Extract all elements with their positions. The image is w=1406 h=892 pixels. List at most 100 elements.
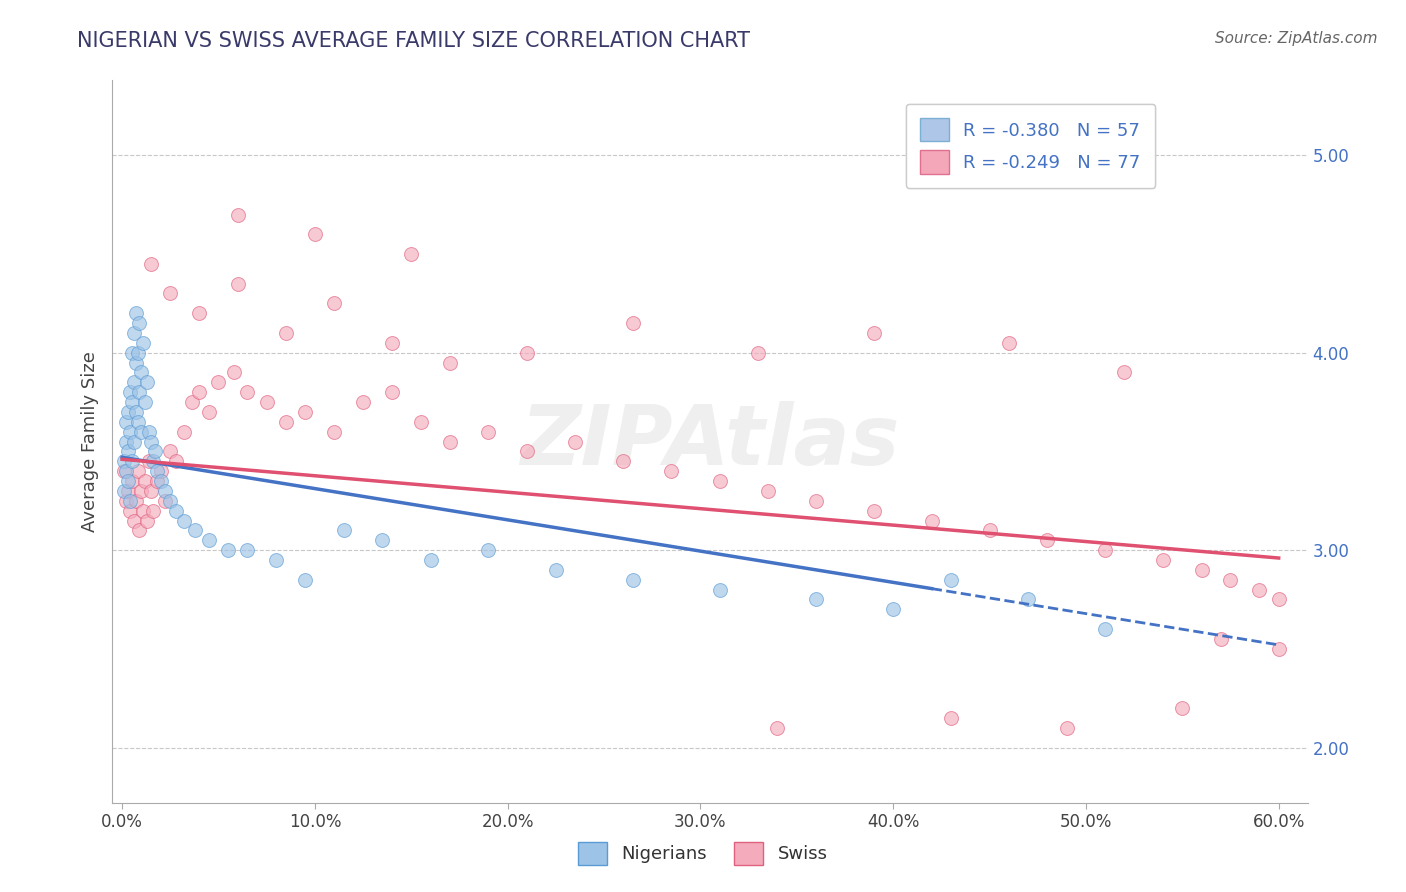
Point xyxy=(138,425,160,439)
Point xyxy=(274,326,297,340)
Point xyxy=(1036,533,1059,548)
Point xyxy=(863,503,886,517)
Point xyxy=(564,434,586,449)
Point xyxy=(159,493,181,508)
Point xyxy=(184,524,207,538)
Point xyxy=(1267,592,1289,607)
Point xyxy=(159,286,181,301)
Point xyxy=(804,592,827,607)
Point xyxy=(1191,563,1213,577)
Point xyxy=(1219,573,1241,587)
Point xyxy=(1152,553,1174,567)
Point xyxy=(131,366,153,380)
Point xyxy=(804,493,827,508)
Point xyxy=(352,395,374,409)
Point xyxy=(127,415,149,429)
Point xyxy=(544,563,567,577)
Point xyxy=(115,464,138,478)
Point xyxy=(1094,622,1116,636)
Point xyxy=(115,434,138,449)
Point xyxy=(180,395,202,409)
Point xyxy=(173,425,195,439)
Point xyxy=(709,474,731,488)
Point xyxy=(124,355,146,369)
Point xyxy=(112,454,135,468)
Point xyxy=(1267,641,1289,656)
Point xyxy=(612,454,634,468)
Point xyxy=(1114,366,1136,380)
Point xyxy=(134,395,156,409)
Point xyxy=(143,444,166,458)
Point xyxy=(128,385,150,400)
Point xyxy=(323,425,346,439)
Point xyxy=(939,573,962,587)
Point xyxy=(121,345,143,359)
Point xyxy=(115,493,138,508)
Point xyxy=(439,434,461,449)
Point xyxy=(756,483,779,498)
Point xyxy=(122,376,145,390)
Legend: Nigerians, Swiss: Nigerians, Swiss xyxy=(569,833,837,874)
Point xyxy=(439,355,461,369)
Point xyxy=(153,483,176,498)
Point xyxy=(333,524,356,538)
Point xyxy=(304,227,326,242)
Point xyxy=(146,464,169,478)
Point xyxy=(121,454,143,468)
Point xyxy=(112,464,135,478)
Point xyxy=(124,405,146,419)
Point xyxy=(165,454,187,468)
Point xyxy=(863,326,886,340)
Point xyxy=(1017,592,1039,607)
Point xyxy=(979,524,1001,538)
Point xyxy=(1171,701,1194,715)
Point xyxy=(207,376,229,390)
Point xyxy=(477,543,499,558)
Point xyxy=(419,553,441,567)
Point xyxy=(226,207,249,221)
Point xyxy=(136,376,159,390)
Point xyxy=(118,503,141,517)
Point xyxy=(477,425,499,439)
Point xyxy=(118,385,141,400)
Point xyxy=(401,247,423,261)
Point xyxy=(294,405,316,419)
Point xyxy=(188,385,211,400)
Point xyxy=(998,335,1021,350)
Point xyxy=(117,405,139,419)
Point xyxy=(939,711,962,725)
Text: ZIPAtlas: ZIPAtlas xyxy=(520,401,900,482)
Point xyxy=(516,345,538,359)
Point xyxy=(236,385,259,400)
Point xyxy=(709,582,731,597)
Point xyxy=(165,503,187,517)
Point xyxy=(118,493,141,508)
Point xyxy=(136,514,159,528)
Point xyxy=(122,326,145,340)
Point xyxy=(159,444,181,458)
Point xyxy=(115,415,138,429)
Point xyxy=(149,464,172,478)
Point xyxy=(153,493,176,508)
Point xyxy=(621,573,644,587)
Point xyxy=(138,454,160,468)
Point xyxy=(131,425,153,439)
Point xyxy=(139,434,162,449)
Point xyxy=(222,366,245,380)
Point xyxy=(1209,632,1232,646)
Point xyxy=(226,277,249,291)
Point xyxy=(127,345,149,359)
Point xyxy=(117,483,139,498)
Point xyxy=(323,296,346,310)
Point xyxy=(134,474,156,488)
Point xyxy=(128,316,150,330)
Point xyxy=(256,395,278,409)
Point xyxy=(266,553,288,567)
Point xyxy=(198,405,221,419)
Point xyxy=(117,474,139,488)
Point xyxy=(127,464,149,478)
Point xyxy=(1094,543,1116,558)
Point xyxy=(117,444,139,458)
Point xyxy=(217,543,239,558)
Text: NIGERIAN VS SWISS AVERAGE FAMILY SIZE CORRELATION CHART: NIGERIAN VS SWISS AVERAGE FAMILY SIZE CO… xyxy=(77,31,751,51)
